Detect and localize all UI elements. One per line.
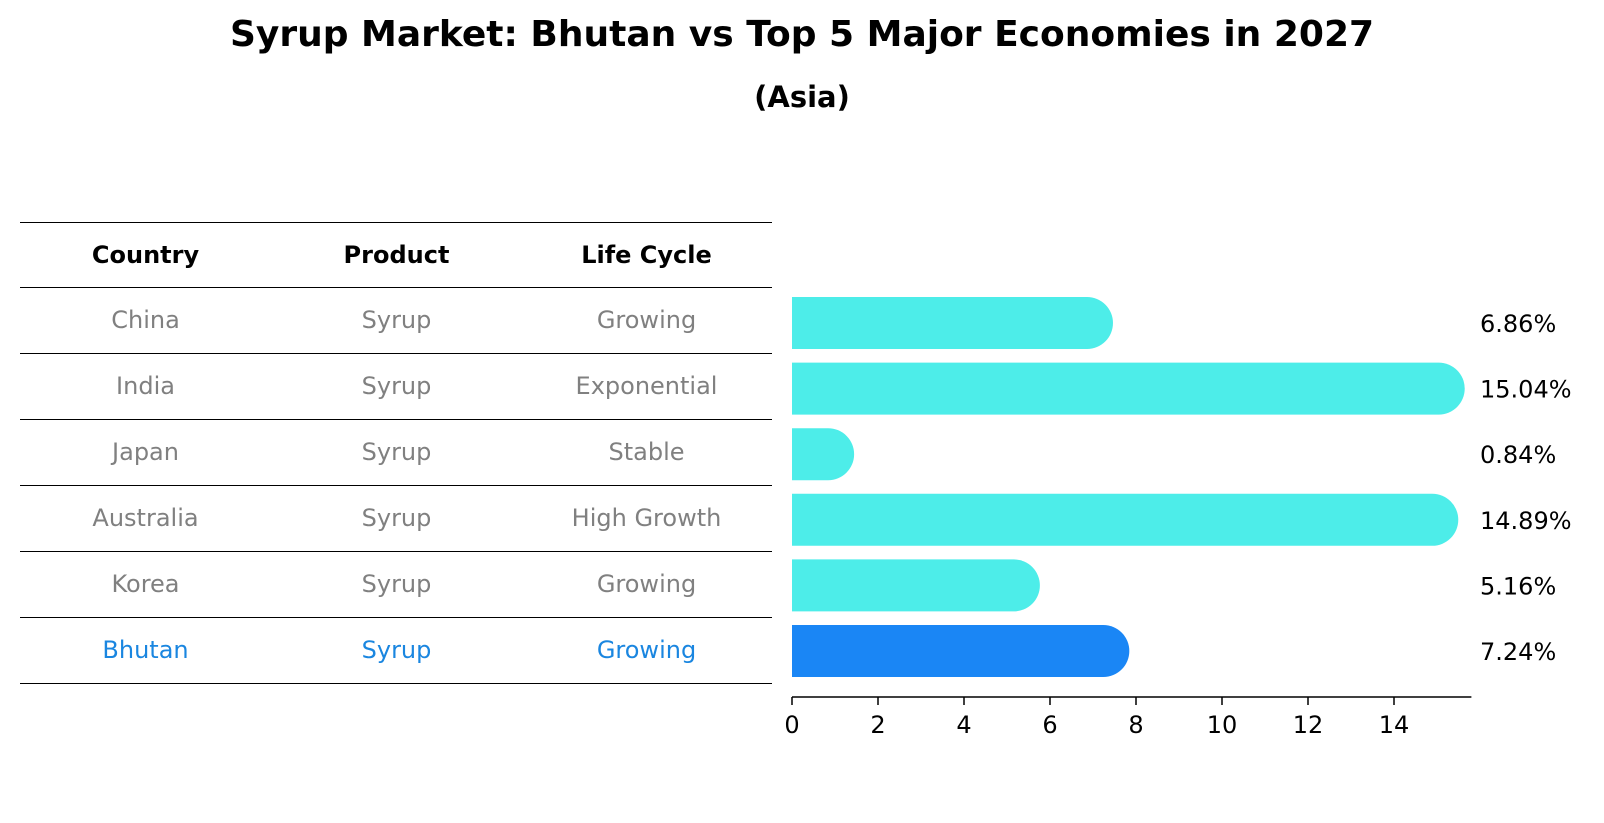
life-cycle-cell: Growing (596, 636, 697, 664)
life-cycle-cell: High Growth (571, 504, 722, 532)
product-cell: Syrup (361, 504, 432, 532)
table-row: India Syrup Exponential (20, 354, 772, 420)
chart-title: Syrup Market: Bhutan vs Top 5 Major Econ… (229, 14, 1375, 55)
x-tick-label: 4 (956, 711, 971, 739)
value-label: 5.16% (1480, 572, 1556, 600)
header-product: Product (343, 241, 450, 269)
value-label: 7.24% (1480, 638, 1556, 666)
country-cell: Australia (92, 504, 199, 532)
bar-korea (792, 559, 1040, 612)
header-country: Country (91, 241, 200, 269)
country-cell: Bhutan (102, 636, 189, 664)
product-cell: Syrup (361, 636, 432, 664)
table-row: Korea Syrup Growing (20, 552, 772, 618)
bar-bhutan (792, 625, 1130, 677)
country-cell: India (116, 372, 175, 400)
life-cycle-cell: Stable (608, 438, 685, 466)
product-cell: Syrup (361, 306, 432, 334)
value-label: 6.86% (1480, 310, 1556, 338)
x-tick-label: 10 (1207, 711, 1238, 739)
table-row: China Syrup Growing (20, 288, 772, 354)
country-cell: Korea (111, 570, 180, 598)
country-cell: China (111, 306, 180, 334)
table-header-row: Country Product Life Cycle (20, 222, 772, 288)
life-cycle-cell: Growing (596, 306, 697, 334)
value-label: 0.84% (1480, 441, 1556, 469)
value-label: 14.89% (1480, 507, 1572, 535)
product-cell: Syrup (361, 570, 432, 598)
x-tick-label: 12 (1293, 711, 1324, 739)
x-tick-label: 14 (1379, 711, 1410, 739)
country-cell: Japan (112, 438, 179, 466)
bar-india (792, 362, 1465, 415)
bar-china (792, 297, 1113, 349)
bar-australia (792, 493, 1459, 546)
table-row-highlight: Bhutan Syrup Growing (20, 618, 772, 684)
header-life-cycle: Life Cycle (581, 241, 712, 269)
chart-subtitle: (Asia) (754, 80, 850, 114)
table-row: Japan Syrup Stable (20, 420, 772, 486)
life-cycle-cell: Exponential (575, 372, 718, 400)
product-cell: Syrup (361, 438, 432, 466)
life-cycle-cell: Growing (596, 570, 697, 598)
product-cell: Syrup (361, 372, 432, 400)
x-tick-label: 6 (1042, 711, 1057, 739)
x-tick-label: 0 (784, 711, 799, 739)
bar-japan (792, 428, 855, 481)
table-row: Australia Syrup High Growth (20, 486, 772, 552)
x-tick-label: 8 (1128, 711, 1143, 739)
value-label: 15.04% (1480, 376, 1572, 404)
comparison-table: Country Product Life Cycle China Syrup G… (20, 222, 772, 684)
x-tick-label: 2 (870, 711, 885, 739)
